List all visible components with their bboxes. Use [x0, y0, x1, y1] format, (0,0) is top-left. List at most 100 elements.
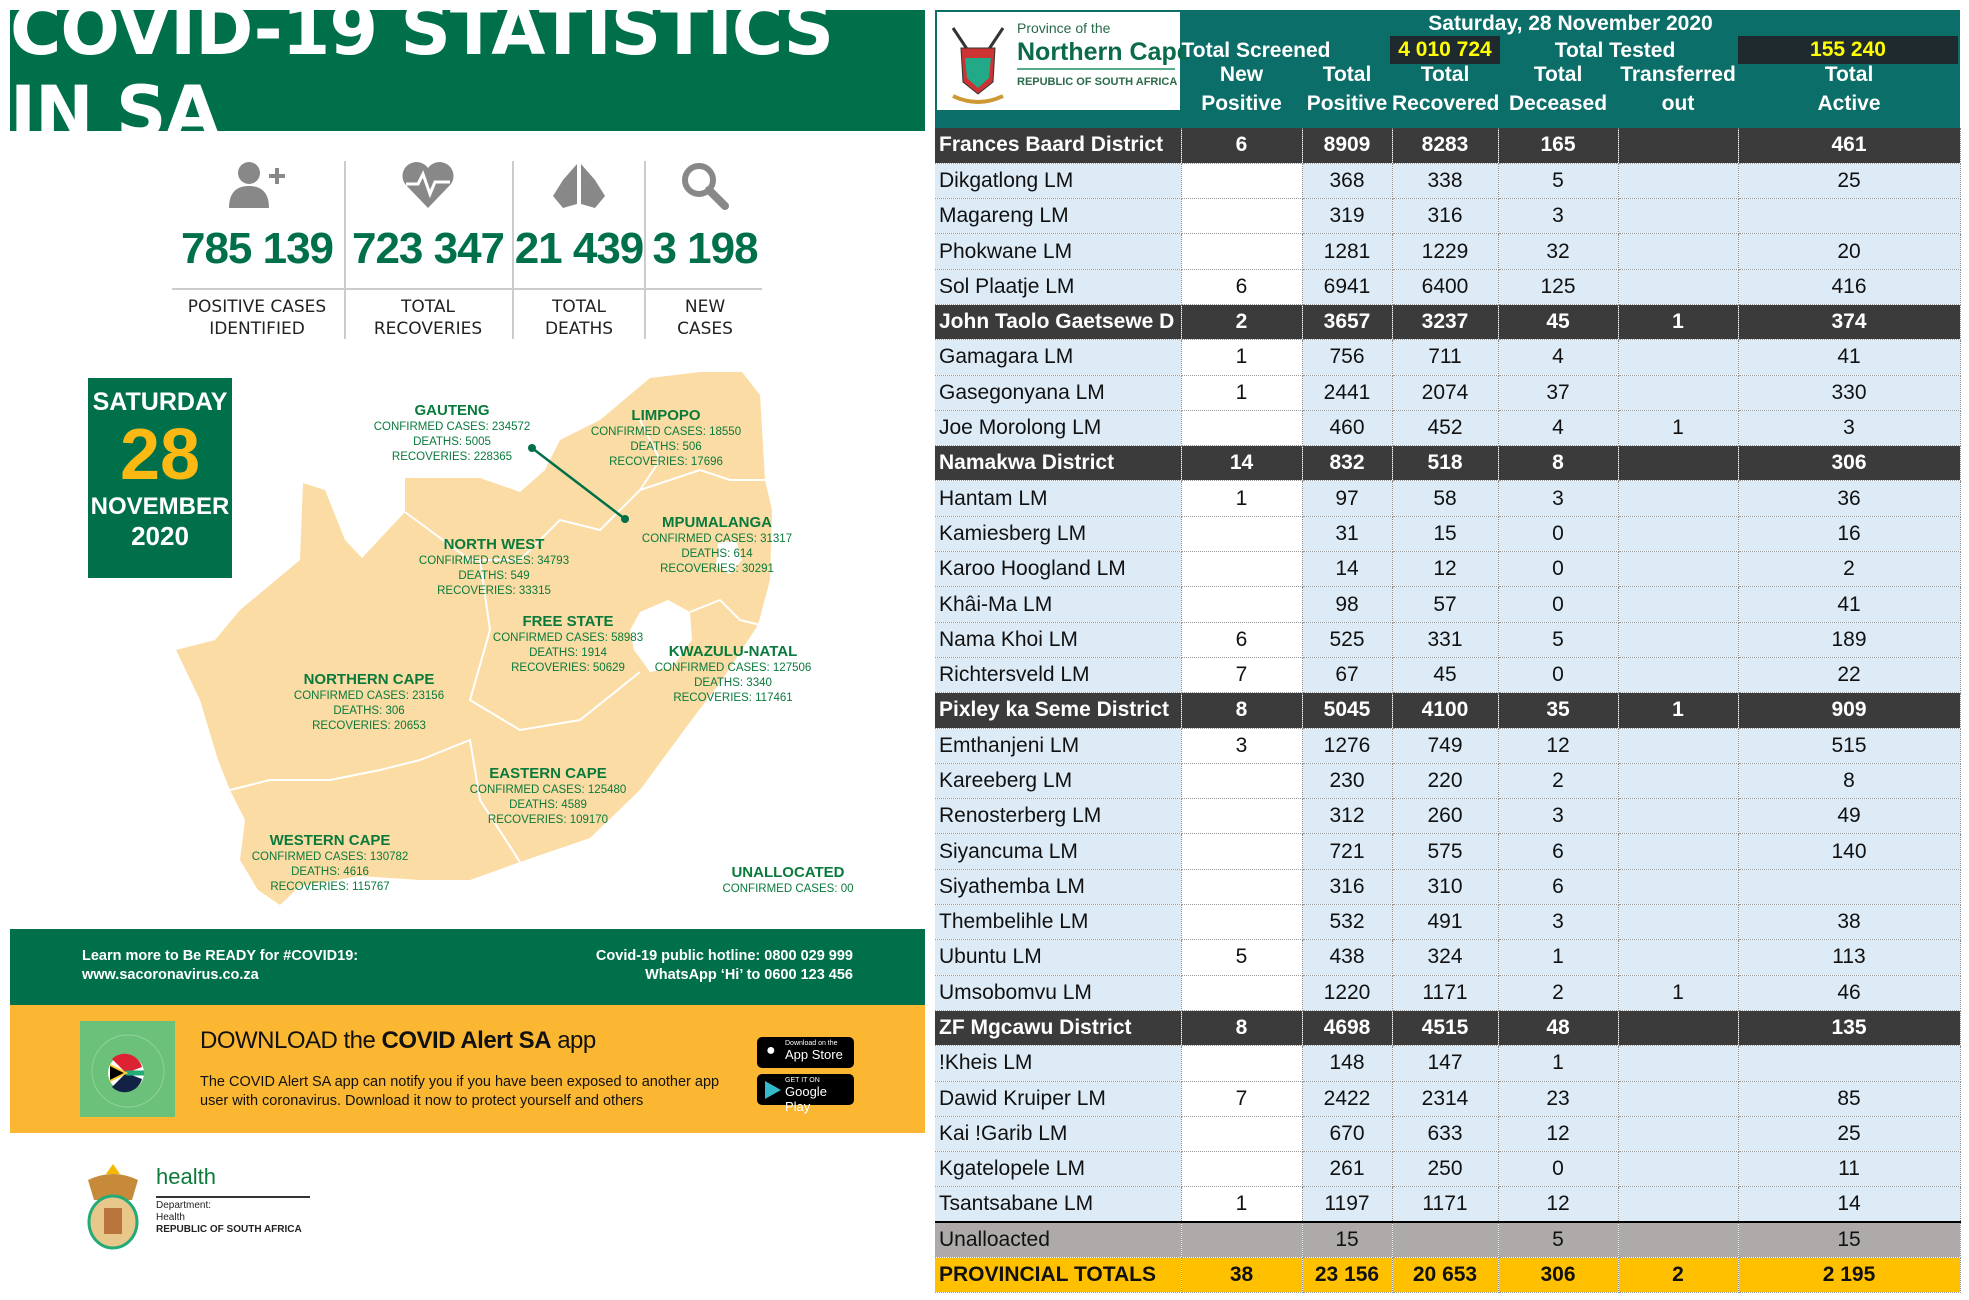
- table-cell: [1618, 728, 1739, 764]
- table-cell: 15: [1392, 516, 1499, 553]
- table-cell: 147: [1392, 1045, 1499, 1082]
- table-cell: 35: [1498, 692, 1619, 729]
- table-cell: [1738, 1045, 1961, 1082]
- district-row: Pixley ka Seme District 8 5045 4100 35 1 909: [935, 692, 1961, 729]
- covid-alert-app-icon: [80, 1021, 175, 1117]
- column-header: Active: [1817, 92, 1881, 115]
- row-name: PROVINCIAL TOTALS: [935, 1257, 1182, 1294]
- table-cell: 14: [1302, 551, 1393, 588]
- lm-row: Hantam LM 1 97 58 3 36: [935, 480, 1961, 517]
- table-cell: 5: [1498, 622, 1619, 658]
- row-name: Namakwa District: [935, 445, 1182, 482]
- stat-label: IDENTIFIED: [209, 319, 305, 339]
- stat-total-recoveries: 723 347 TOTAL RECOVERIES: [348, 160, 508, 340]
- province-label-western-cape: WESTERN CAPE CONFIRMED CASES: 130782 DEATH…: [251, 832, 409, 893]
- column-header: Positive: [1201, 92, 1282, 115]
- learn-more-text: Learn more to Be READY for #COVID19:: [82, 948, 359, 964]
- table-cell: 1: [1618, 692, 1739, 729]
- table-cell: [1738, 198, 1961, 235]
- table-cell: 36: [1738, 480, 1961, 517]
- website-link[interactable]: www.sacoronavirus.co.za: [82, 967, 259, 983]
- table-cell: 491: [1392, 904, 1499, 941]
- table-cell: [1181, 586, 1303, 623]
- table-cell: 6: [1181, 269, 1303, 305]
- magnifier-icon: [682, 163, 729, 210]
- table-cell: 2: [1498, 763, 1619, 800]
- table-cell: 324: [1392, 939, 1499, 976]
- province-label-north-west: NORTH WEST CONFIRMED CASES: 34793 DEATHS: …: [418, 536, 570, 597]
- table-cell: [1181, 1116, 1303, 1153]
- coat-of-arms-icon: [951, 27, 1005, 104]
- table-cell: [1181, 1221, 1303, 1259]
- table-cell: [1618, 833, 1739, 870]
- total-tested-label: Total Tested: [1554, 39, 1676, 62]
- table-cell: 16: [1738, 516, 1961, 553]
- row-name: Siyathemba LM: [935, 869, 1182, 906]
- table-cell: 532: [1302, 904, 1393, 941]
- table-cell: 452: [1392, 410, 1499, 447]
- column-header: Total: [1824, 63, 1874, 86]
- lm-row: Ubuntu LM 5 438 324 1 113: [935, 939, 1961, 976]
- table-cell: 1: [1181, 1186, 1303, 1223]
- lm-row: Kgatelopele LM 261 250 0 11: [935, 1151, 1961, 1188]
- table-cell: 48: [1498, 1010, 1619, 1047]
- table-cell: 6: [1181, 622, 1303, 658]
- province-label-limpopo: LIMPOPO CONFIRMED CASES: 18550 DEATHS: 506…: [590, 407, 742, 468]
- table-cell: 6: [1498, 869, 1619, 906]
- table-cell: [1181, 798, 1303, 835]
- table-cell: 25: [1738, 163, 1961, 200]
- table-cell: [1618, 375, 1739, 411]
- table-cell: [1181, 198, 1303, 235]
- table-cell: 25: [1738, 1116, 1961, 1153]
- row-name: Dikgatlong LM: [935, 163, 1182, 200]
- table-cell: 525: [1302, 622, 1393, 658]
- table-cell: 306: [1498, 1257, 1619, 1294]
- northern-cape-stats-table: Province of the Northern Cape REPUBLIC O…: [935, 10, 1961, 1294]
- lm-row: Emthanjeni LM 3 1276 749 12 515: [935, 728, 1961, 764]
- table-cell: 3: [1181, 728, 1303, 764]
- google-play-button[interactable]: GET IT ON Google Play: [757, 1074, 854, 1114]
- table-cell: 1: [1181, 375, 1303, 411]
- table-cell: 0: [1498, 1151, 1619, 1188]
- table-cell: 1276: [1302, 728, 1393, 764]
- table-cell: [1181, 869, 1303, 906]
- table-cell: 670: [1302, 1116, 1393, 1153]
- table-cell: 14: [1738, 1186, 1961, 1223]
- app-store-button[interactable]: ● Download on the App Store: [757, 1037, 854, 1068]
- table-cell: 721: [1302, 833, 1393, 870]
- table-cell: 85: [1738, 1081, 1961, 1117]
- row-name: Siyancuma LM: [935, 833, 1182, 870]
- date-weekday: SATURDAY: [92, 388, 228, 416]
- row-name: Unalloacted: [935, 1221, 1182, 1259]
- table-cell: 0: [1498, 657, 1619, 694]
- lm-row: Karoo Hoogland LM 14 12 0 2: [935, 551, 1961, 588]
- lm-row: Nama Khoi LM 6 525 331 5 189: [935, 622, 1961, 658]
- table-cell: 165: [1498, 128, 1619, 164]
- table-cell: 1: [1618, 975, 1739, 1011]
- lm-row: Gamagara LM 1 756 711 4 41: [935, 339, 1961, 376]
- table-cell: 330: [1738, 375, 1961, 411]
- table-cell: [1618, 763, 1739, 800]
- table-cell: 711: [1392, 339, 1499, 376]
- table-cell: 5: [1181, 939, 1303, 976]
- table-cell: 1220: [1302, 975, 1393, 1011]
- table-cell: 7: [1181, 657, 1303, 694]
- table-cell: 20: [1738, 233, 1961, 270]
- table-cell: 148: [1302, 1045, 1393, 1082]
- table-cell: 2422: [1302, 1081, 1393, 1117]
- table-cell: [1618, 445, 1739, 482]
- table-cell: [1181, 163, 1303, 200]
- table-cell: 67: [1302, 657, 1393, 694]
- stat-new-cases: 3 198 NEW CASES: [625, 160, 785, 340]
- total-tested-value: 155 240: [1738, 36, 1958, 64]
- table-cell: 2074: [1392, 375, 1499, 411]
- coat-of-arms-icon: [87, 1164, 139, 1250]
- table-cell: [1618, 1045, 1739, 1082]
- lm-row: Phokwane LM 1281 1229 32 20: [935, 233, 1961, 270]
- table-cell: [1618, 516, 1739, 553]
- district-row: Frances Baard District 6 8909 8283 165 461: [935, 128, 1961, 164]
- stat-value: 3 198: [652, 224, 758, 273]
- table-cell: 98: [1302, 586, 1393, 623]
- row-name: Phokwane LM: [935, 233, 1182, 270]
- table-cell: [1181, 551, 1303, 588]
